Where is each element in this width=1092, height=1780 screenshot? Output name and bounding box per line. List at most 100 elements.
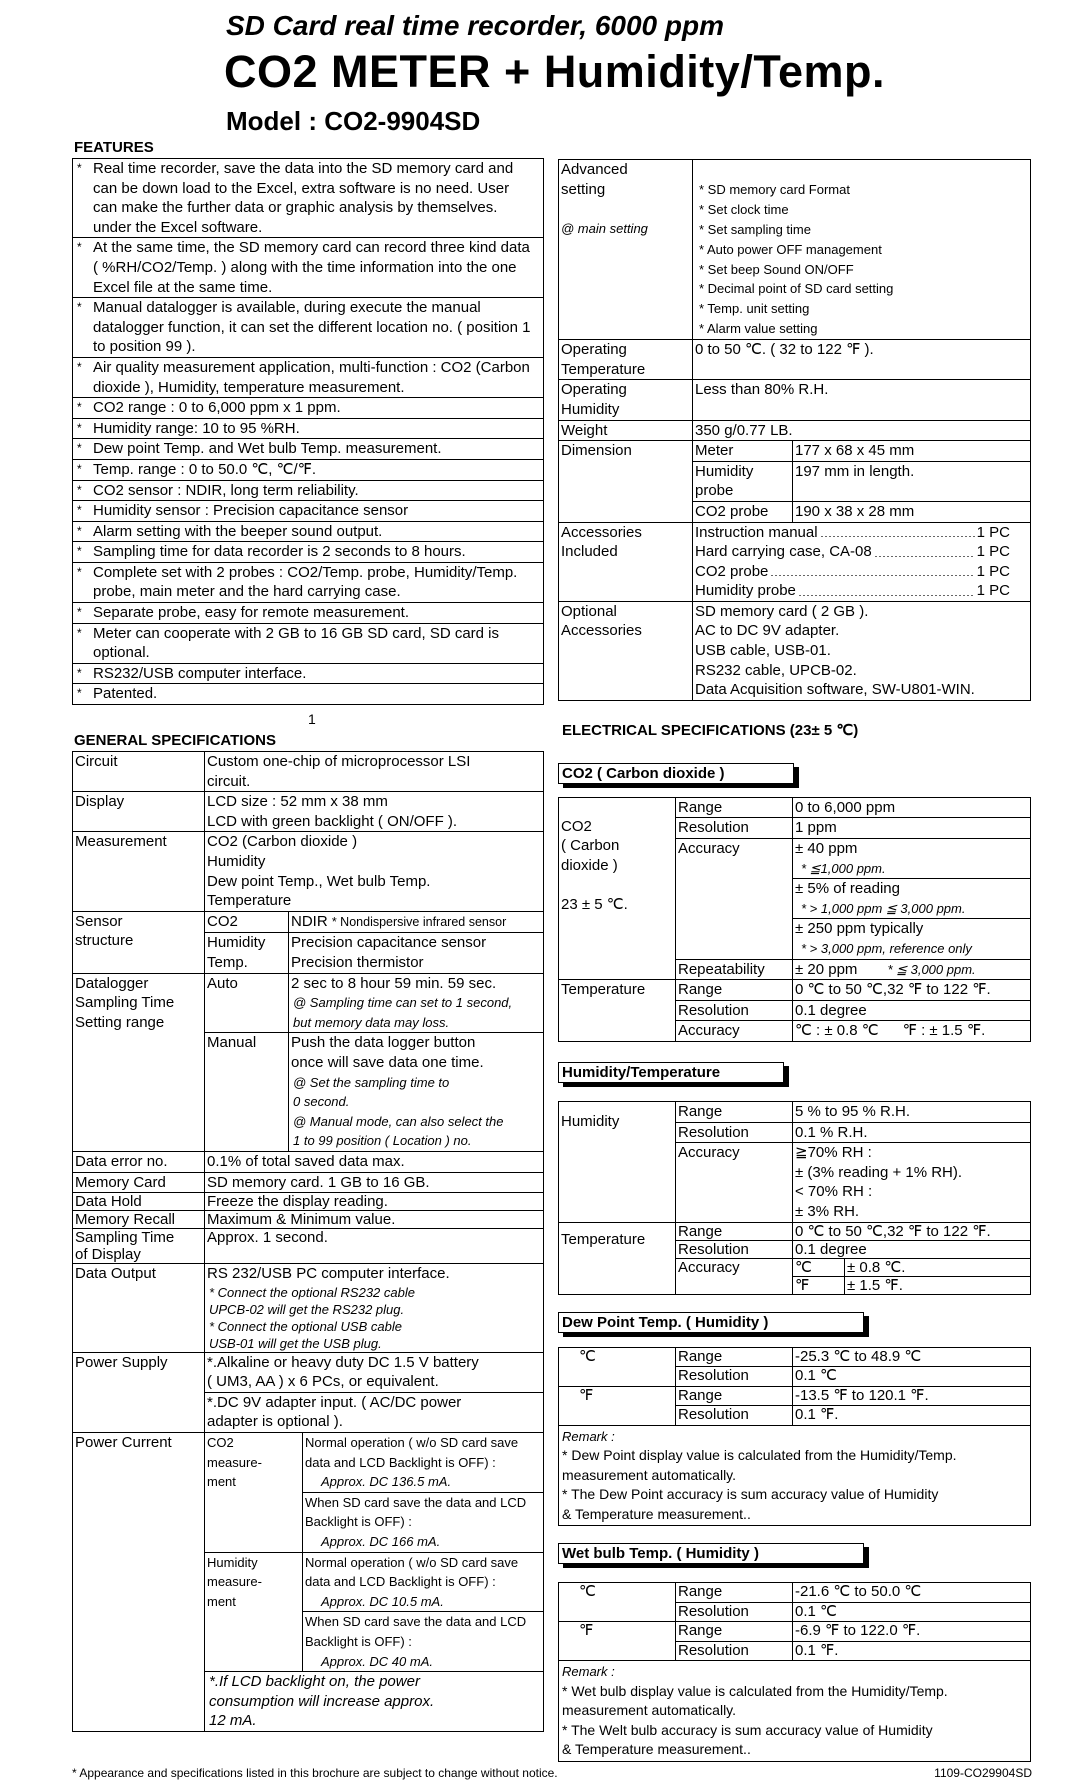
feature-item: * Sampling time for data recorder is 2 se… — [72, 541, 544, 563]
weight-label: Weight — [558, 419, 693, 442]
hum-range-label: Range — [675, 1100, 793, 1123]
sensor-label: Sensor structure — [72, 910, 205, 974]
co2-temp-label: Temperature — [558, 979, 676, 1042]
dimension-value: 177 x 68 x 45 mm — [792, 440, 1031, 462]
feature-item: * At the same time, the SD memory card ca… — [72, 237, 544, 299]
power-current-label: Power Current — [72, 1432, 205, 1732]
ht-range-label: Range — [675, 1221, 793, 1241]
temp-accuracy-label: Accuracy — [675, 1020, 793, 1042]
model-number: Model : CO2-9904SD — [226, 106, 481, 136]
accessory-qty: 1 PC — [976, 543, 1010, 561]
bullet-asterisk: * — [77, 461, 82, 476]
bullet-asterisk: * — [77, 161, 82, 175]
accessory-item: CO2 probe 1 PC — [695, 562, 1010, 582]
wet-range-label: Range — [675, 1582, 793, 1603]
memory-card-value: SD memory card. 1 GB to 16 GB. — [204, 1171, 544, 1194]
accessory-item: Humidity probe 1 PC — [695, 581, 1010, 601]
advanced-item: * Auto power OFF management — [699, 241, 882, 257]
co2-accuracy-value: ± 250 ppm typically * > 3,000 ppm, refere… — [792, 918, 1031, 960]
right-column: Advanced setting @ main setting * SD memo… — [558, 138, 1031, 1762]
feature-text: Alarm setting with the beeper sound outp… — [93, 522, 383, 540]
advanced-item: * Alarm value setting — [699, 321, 818, 337]
wet-table: ℃ Range -21.6 ℃ to 50.0 ℃ Resolution 0.1 ℃ … — [558, 1582, 1031, 1762]
electrical-heading: ELECTRICAL SPECIFICATIONS (23± 5 ℃) — [562, 721, 859, 739]
dew-remark: Remark : * Dew Point display value is cal… — [558, 1424, 1031, 1527]
wet-celsius: ℃ — [558, 1582, 676, 1623]
features-heading: FEATURES — [74, 139, 154, 156]
feature-item: * RS232/USB computer interface. — [72, 662, 544, 685]
hum-acc-label: Accuracy — [675, 1142, 793, 1223]
datalogger-auto-key: Auto — [204, 972, 289, 1034]
temp-range-value: 0 ℃ to 50 ℃,32 ℉ to 122 ℉. — [792, 979, 1031, 1001]
data-hold-label: Data Hold — [72, 1192, 205, 1212]
feature-text: Humidity range: 10 to 95 %RH. — [93, 419, 300, 437]
ht-res-value: 0.1 degree — [792, 1239, 1031, 1259]
feature-item: * Real time recorder, save the data into … — [72, 157, 544, 239]
data-hold-value: Freeze the display reading. — [204, 1192, 544, 1212]
feature-item: * Alarm setting with the beeper sound out… — [72, 520, 544, 543]
feature-item: * Humidity sensor : Precision capacitance… — [72, 500, 544, 522]
humtemp-section-title: Humidity/Temperature — [558, 1061, 784, 1083]
dimension-label: Dimension — [558, 440, 693, 523]
memory-recall-value: Maximum & Minimum value. — [204, 1210, 544, 1230]
bullet-asterisk: * — [77, 605, 82, 620]
sensor-co2-key: CO2 — [204, 910, 289, 934]
feature-text: CO2 sensor : NDIR, long term reliability… — [93, 481, 359, 499]
feature-item: * Humidity range: 10 to 95 %RH. — [72, 417, 544, 440]
optional-label: Optional Accessories — [558, 600, 693, 701]
bullet-asterisk: * — [77, 400, 82, 415]
power-co2-key: CO2 measure- ment — [204, 1432, 303, 1553]
accessory-item: Instruction manual 1 PC — [695, 523, 1010, 543]
measurement-value: CO2 (Carbon dioxide ) Humidity Dew point… — [204, 831, 544, 912]
feature-item: * CO2 sensor : NDIR, long term reliabilit… — [72, 479, 544, 502]
advanced-item: * Set clock time — [699, 201, 789, 217]
circuit-label: Circuit — [72, 751, 205, 793]
feature-item: * Manual datalogger is available, during … — [72, 297, 544, 358]
hum-res-value: 0.1 % R.H. — [792, 1121, 1031, 1144]
accessory-qty: 1 PC — [976, 582, 1010, 600]
wet-f-range: -6.9 ℉ to 122.0 ℉. — [792, 1621, 1031, 1642]
dot-leader — [819, 536, 975, 538]
dew-fahrenheit: ℉ — [558, 1385, 676, 1426]
dew-f-range: -13.5 ℉ to 120.1 ℉. — [792, 1385, 1031, 1407]
wet-res-label: Resolution — [675, 1601, 793, 1623]
bullet-asterisk: * — [77, 686, 82, 701]
feature-text: Separate probe, easy for remote measurem… — [93, 604, 409, 622]
temp-resolution-value: 0.1 degree — [792, 999, 1031, 1022]
wet-section-title: Wet bulb Temp. ( Humidity ) — [558, 1543, 864, 1565]
advanced-item: * SD memory card Format — [699, 181, 850, 197]
subtitle: SD Card real time recorder, 6000 ppm — [226, 10, 724, 41]
advanced-label: Advanced setting — [561, 161, 628, 198]
bullet-asterisk: * — [77, 441, 82, 456]
co2-accuracy-label: Accuracy — [675, 838, 793, 960]
advanced-items: * SD memory card Format * Set clock time *… — [692, 158, 1031, 341]
accessory-qty: 1 PC — [976, 523, 1010, 541]
co2-label: CO2 ( Carbon dioxide ) 23 ± 5 ℃. — [558, 796, 676, 981]
fahrenheit-unit: ℉ — [792, 1275, 845, 1295]
feature-item: * Complete set with 2 probes : CO2/Temp. … — [72, 561, 544, 604]
co2-range-value: 0 to 6,000 ppm — [792, 796, 1031, 819]
wet-remark: Remark : * Wet bulb display value is calc… — [558, 1660, 1031, 1762]
dew-table: ℃ Range -25.3 ℃ to 48.9 ℃ Resolution 0.1 ℃ … — [558, 1346, 1031, 1527]
sampling-display-value: Approx. 1 second. — [204, 1228, 544, 1265]
advanced-item: * Set beep Sound ON/OFF — [699, 261, 854, 277]
feature-text: Meter can cooperate with 2 GB to 16 GB S… — [93, 624, 500, 662]
data-output-label: Data Output — [72, 1263, 205, 1353]
advanced-item: * Set sampling time — [699, 221, 811, 237]
dew-section-title: Dew Point Temp. ( Humidity ) — [558, 1311, 864, 1333]
bullet-asterisk: * — [77, 420, 82, 435]
bullet-asterisk: * — [77, 359, 82, 374]
dimension-key: Meter — [692, 440, 793, 462]
advanced-item: * Decimal point of SD card setting — [699, 281, 894, 297]
datalogger-manual-value: Push the data logger button once will sa… — [288, 1032, 544, 1152]
feature-text: Humidity sensor : Precision capacitance … — [93, 502, 409, 520]
wet-c-res: 0.1 ℃ — [792, 1601, 1031, 1623]
co2-accuracy-value: ± 5% of reading * > 1,000 ppm ≦ 3,000 ppm… — [792, 878, 1031, 920]
feature-item: * Meter can cooperate with 2 GB to 16 GB … — [72, 622, 544, 664]
bullet-asterisk: * — [77, 482, 82, 497]
data-error-label: Data error no. — [72, 1150, 205, 1173]
co2-resolution-label: Resolution — [675, 817, 793, 840]
feature-text: CO2 range : 0 to 6,000 ppm x 1 ppm. — [93, 399, 341, 417]
specs-table: Advanced setting @ main setting * SD memo… — [558, 158, 1031, 701]
feature-item: * Patented. — [72, 683, 544, 706]
